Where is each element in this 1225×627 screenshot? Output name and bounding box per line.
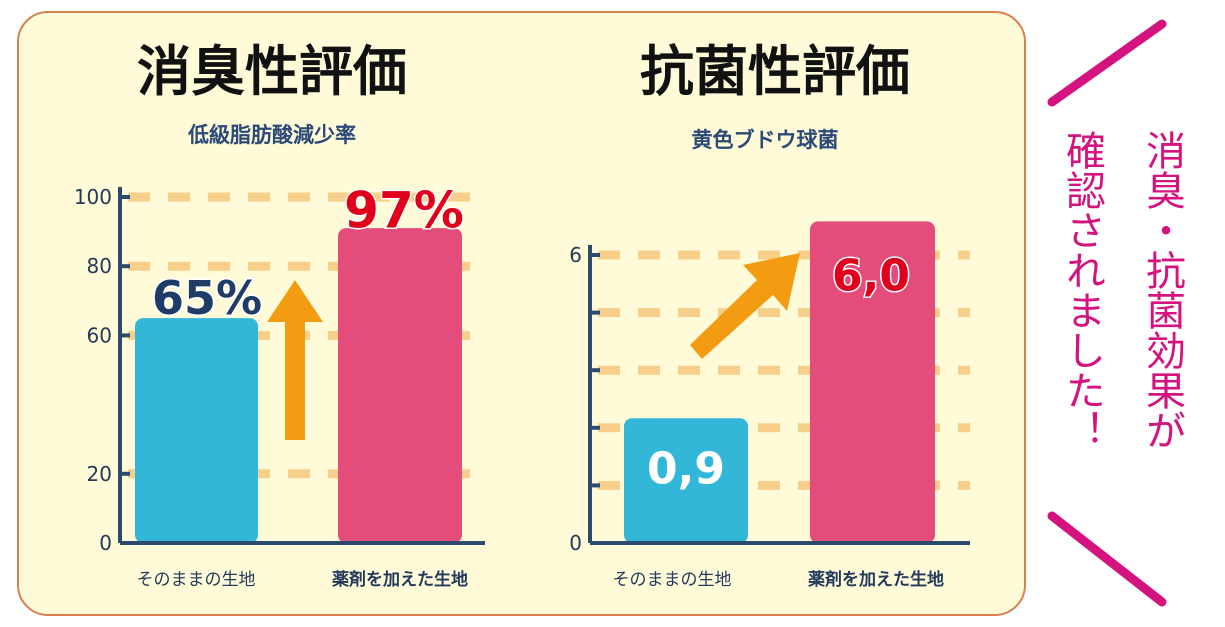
bar-untreated bbox=[624, 418, 748, 543]
chart-subtitle: 黄色ブドウ球菌 bbox=[692, 128, 839, 152]
message-line-1: 消臭・抗菌効果が bbox=[1139, 130, 1185, 450]
data-label: 0,9 bbox=[647, 443, 725, 494]
category-label: 薬剤を加えた生地 bbox=[332, 569, 468, 590]
arrow-up-icon bbox=[267, 280, 323, 440]
chart-title: 消臭性評価 bbox=[137, 40, 407, 103]
y-tick-label: 60 bbox=[87, 323, 112, 347]
y-tick-label: 100 bbox=[74, 185, 112, 209]
y-tick-label: 0 bbox=[569, 531, 582, 555]
y-tick-label: 6 bbox=[569, 243, 582, 267]
side-message: 消臭・抗菌効果が 確認されました！ bbox=[1047, 19, 1185, 607]
category-label: 薬剤を加えた生地 bbox=[808, 569, 944, 590]
bar-treated bbox=[810, 221, 935, 543]
category-label: そのままの生地 bbox=[137, 570, 256, 590]
decorative-line bbox=[1047, 19, 1167, 107]
y-tick-label: 20 bbox=[87, 462, 112, 486]
bar-untreated bbox=[135, 318, 258, 543]
category-label: そのままの生地 bbox=[613, 570, 732, 590]
data-label: 97% bbox=[344, 182, 464, 240]
arrow-diagonal-icon bbox=[690, 253, 800, 359]
message-line-2: 確認されました！ bbox=[1059, 130, 1105, 450]
decorative-line bbox=[1047, 511, 1167, 607]
data-label: 65% bbox=[152, 271, 262, 325]
y-tick-label: 0 bbox=[99, 531, 112, 555]
data-label: 6,0 bbox=[832, 250, 910, 301]
y-tick-label: 80 bbox=[87, 254, 112, 278]
chart-subtitle: 低級脂肪酸減少率 bbox=[187, 123, 356, 147]
chart-antibacterial: 抗菌性評価 黄色ブドウ球菌 0 6 0,9 6,0 そのままの生地 薬剤を加えた生地 bbox=[569, 40, 970, 590]
chart-title: 抗菌性評価 bbox=[640, 40, 910, 103]
panel bbox=[17, 11, 1026, 616]
bar-treated bbox=[338, 228, 462, 543]
